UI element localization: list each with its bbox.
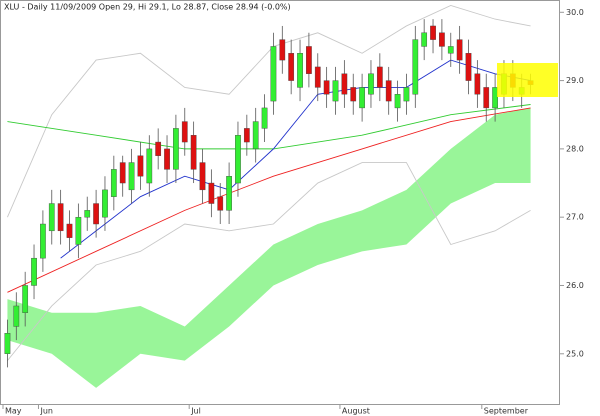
candle-body [22,285,29,313]
candle-body [243,128,250,143]
candle-body [155,141,162,156]
y-tick-label: 26.0 [566,281,584,290]
y-tick-label: 30.0 [566,8,584,17]
candle-body [13,305,20,327]
indicator-line [7,107,531,293]
candle-body [430,25,436,40]
candle-body [252,121,259,150]
candle-body [217,196,224,211]
candle-body [66,223,73,238]
candle-body [350,87,357,102]
y-tick-label: 29.0 [566,76,584,85]
candle-body [173,128,179,170]
candle-body [465,53,472,81]
candle-body [110,169,117,197]
candle-body [368,73,374,95]
candle-body [323,80,330,95]
candle-body [439,32,445,47]
y-tick-label: 28.0 [566,144,584,153]
candle-body [456,39,463,61]
candle-body [403,87,410,102]
candle-body [483,87,490,109]
candle-body [84,210,91,218]
candle-body [75,216,82,245]
candle-body [359,87,365,109]
y-tick-label: 25.0 [566,349,584,358]
candle-body [385,80,392,102]
candle-body [31,257,37,286]
x-tick-label: Jul [190,407,201,416]
candle-body [164,148,170,170]
candle-body [306,46,312,74]
candle-body [181,121,188,143]
candle-body [226,176,232,211]
candle-body [376,66,383,88]
x-tick-label: September [484,407,529,416]
cloud-area [7,107,531,388]
x-tick-label: May [5,407,22,416]
y-tick-label: 27.0 [566,213,584,222]
indicator-line [60,59,531,259]
candle-body [341,73,348,95]
candle-body [208,182,215,204]
candle-body [40,223,46,259]
indicator-line [7,162,531,361]
candle-body [190,135,197,170]
candle-body [421,32,428,47]
candle-body [119,162,126,184]
x-tick-label: Jun [39,407,53,416]
candle-body [102,189,108,218]
highlight-box [497,63,558,97]
plot-area [4,4,534,388]
candle-body [332,80,339,102]
candle-body [48,203,55,232]
candle-body [270,46,277,102]
candle-body [146,148,153,184]
candle-body [474,73,481,95]
candle-body [128,162,135,191]
chart-title: XLU - Daily 11/09/2009 Open 29, Hi 29.1,… [4,3,291,12]
x-tick-label: August [342,407,370,416]
candle-body [492,87,498,109]
candle-body [235,135,241,184]
candle-body [447,46,454,54]
candle-body [93,203,99,225]
candle-body [4,333,11,354]
candle-body [297,53,303,88]
candle-body [279,39,286,61]
candle-body [57,203,64,232]
candle-body [137,155,144,177]
candle-body [261,107,268,129]
candle-body [199,162,206,191]
candle-body [412,39,419,95]
candle-body [314,66,321,88]
candle-body [288,53,295,81]
candle-body [394,94,401,109]
